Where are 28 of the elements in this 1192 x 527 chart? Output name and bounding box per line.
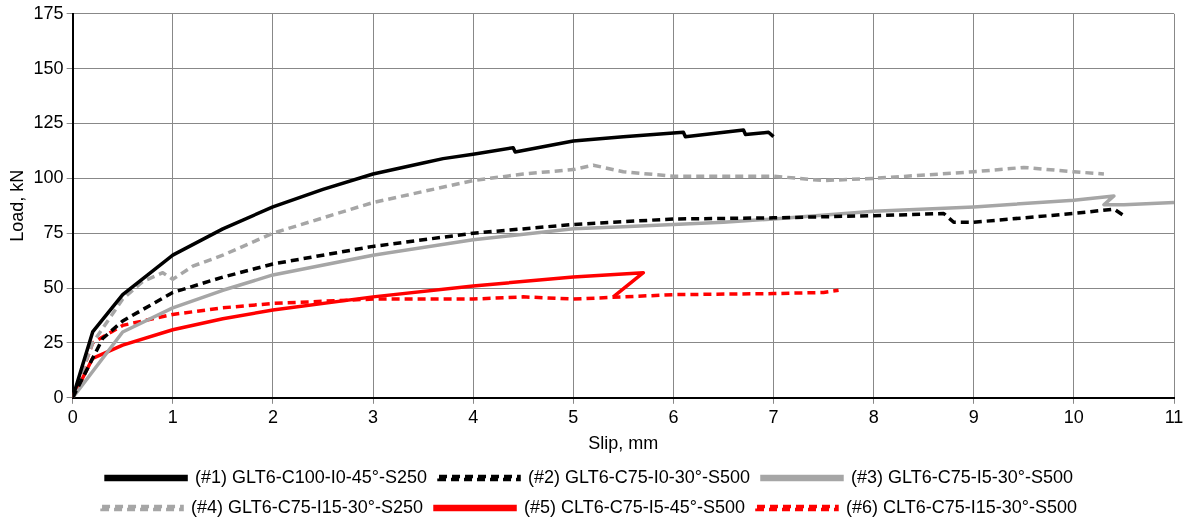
y-tick-label: 75 <box>43 222 64 243</box>
y-axis-title: Load, kN <box>6 169 27 242</box>
y-tick-label: 50 <box>43 277 64 298</box>
legend-label: (#2) GLT6-C75-I0-30°-S500 <box>528 466 750 487</box>
y-tick-label: 0 <box>53 386 64 407</box>
y-tick-label: 175 <box>33 2 64 23</box>
x-tick-label: 9 <box>968 406 979 427</box>
legend-label: (#5) CLT6-C75-I5-45°-S500 <box>524 496 745 517</box>
legend-label: (#4) GLT6-C75-I15-30°-S250 <box>191 496 424 517</box>
x-tick-label: 3 <box>368 406 379 427</box>
x-tick-label: 5 <box>568 406 579 427</box>
legend-label: (#3) GLT6-C75-I5-30°-S500 <box>850 466 1073 487</box>
x-tick-label: 0 <box>67 406 78 427</box>
x-tick-label: 2 <box>267 406 278 427</box>
y-tick-label: 100 <box>33 167 64 188</box>
x-tick-label: 7 <box>768 406 779 427</box>
x-axis-title: Slip, mm <box>588 433 659 454</box>
x-tick-label: 11 <box>1164 406 1184 427</box>
y-tick-label: 125 <box>33 112 64 133</box>
y-tick-label: 150 <box>33 57 64 78</box>
x-tick-label: 6 <box>668 406 679 427</box>
x-tick-label: 10 <box>1063 406 1084 427</box>
y-tick-label: 25 <box>43 331 64 352</box>
legend-label: (#1) GLT6-C100-I0-45°-S250 <box>195 466 428 487</box>
x-tick-label: 4 <box>468 406 479 427</box>
x-tick-label: 1 <box>167 406 178 427</box>
x-tick-label: 8 <box>868 406 879 427</box>
legend-label: (#6) CLT6-C75-I15-30°-S500 <box>845 496 1077 517</box>
